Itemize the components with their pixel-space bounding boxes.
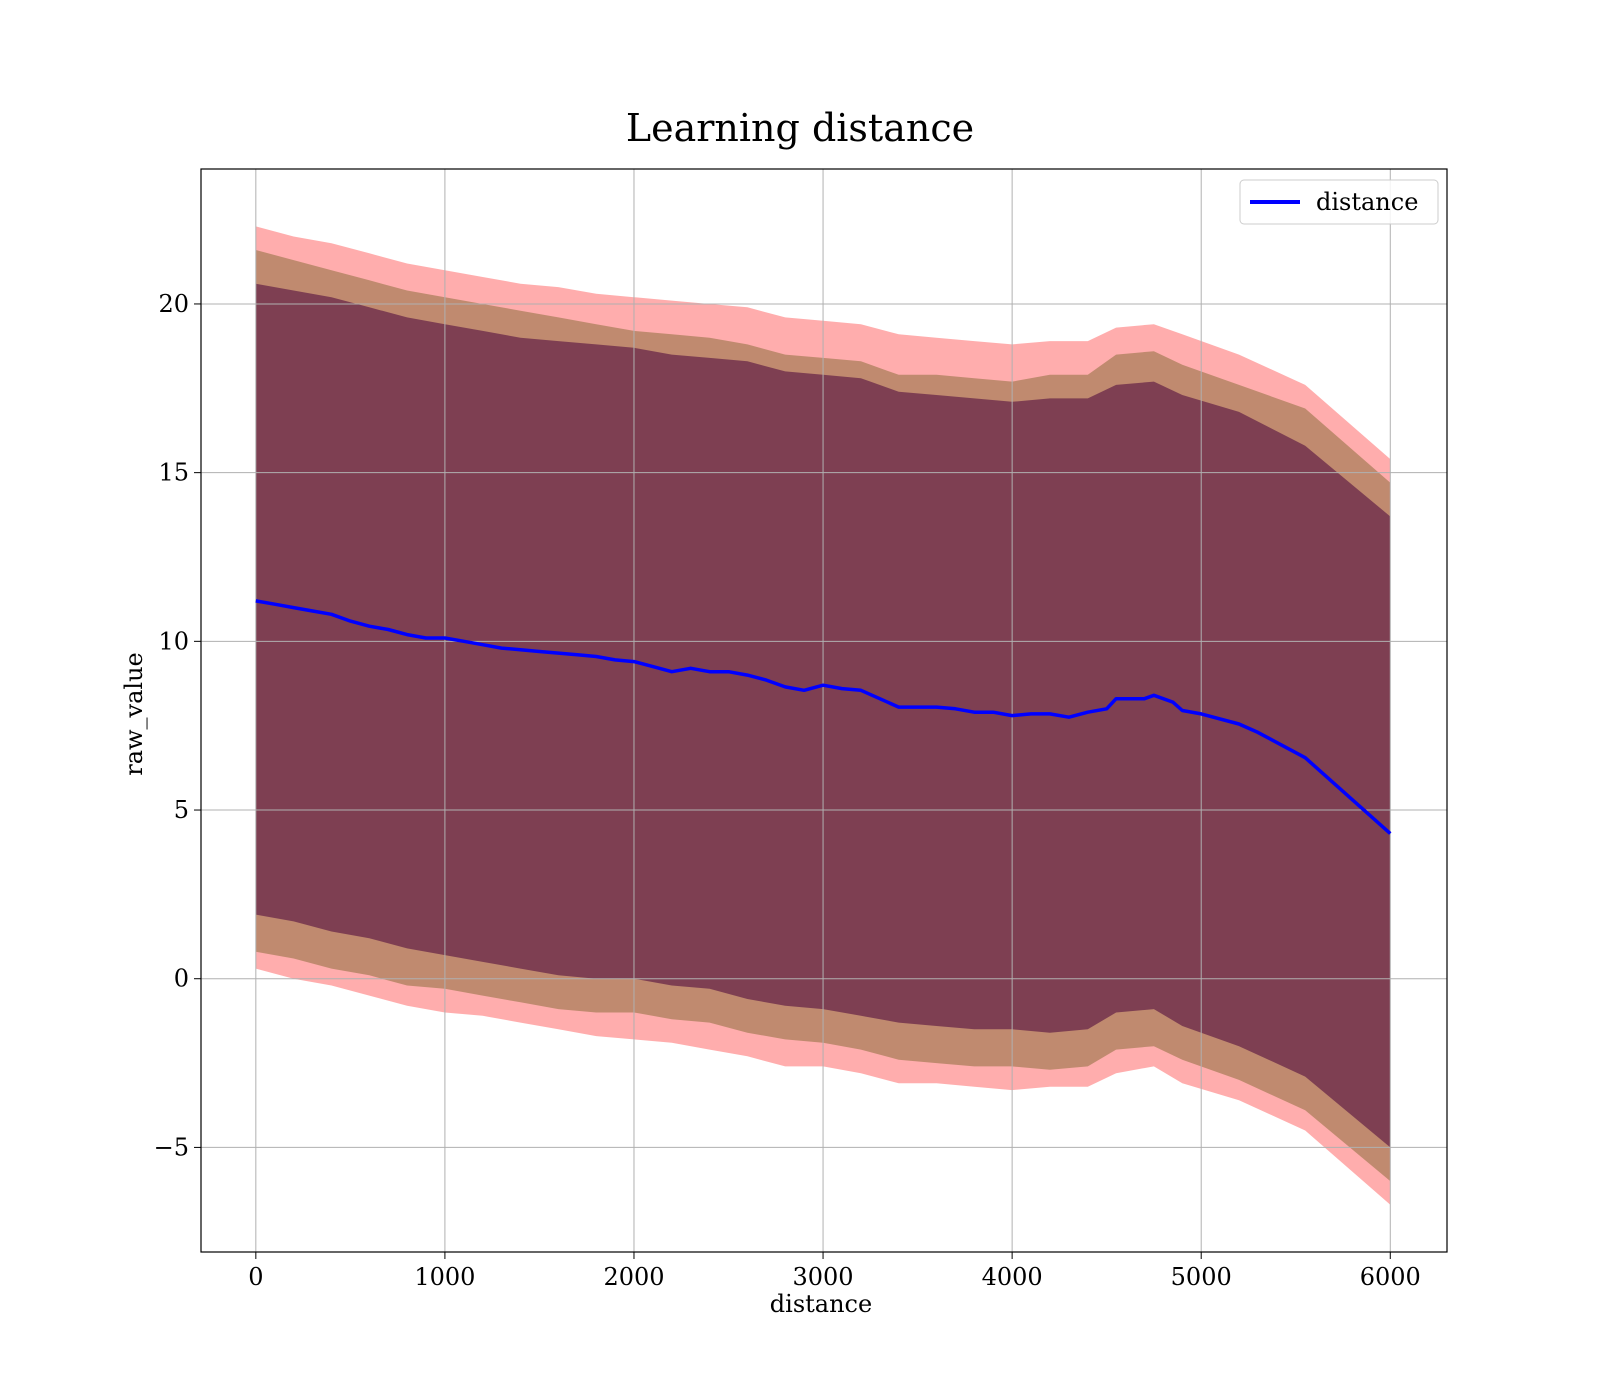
x-tick-label: 3000 [793, 1263, 854, 1291]
x-tick-label: 5000 [1171, 1263, 1232, 1291]
legend-box [1239, 179, 1439, 225]
grid [201, 169, 1447, 1252]
plot-area [200, 168, 1448, 1253]
legend: distance [1239, 179, 1439, 225]
series-line-distance [255, 599, 1392, 835]
series-lines [255, 599, 1392, 835]
x-tick-label: 6000 [1360, 1263, 1421, 1291]
chart-title: Learning distance [626, 106, 974, 150]
x-tick-label: 4000 [982, 1263, 1043, 1291]
y-tick-label: 5 [174, 796, 189, 824]
y-tick-label: −5 [154, 1133, 189, 1161]
x-tick-label: 0 [248, 1263, 263, 1291]
x-axis: 0 1000 2000 3000 4000 5000 6000 [248, 1252, 1421, 1291]
confidence-bands [255, 226, 1391, 1205]
y-axis-label: raw_value [120, 652, 148, 776]
y-tick-label: 20 [158, 290, 189, 318]
y-tick-label: 0 [174, 965, 189, 993]
plot-frame [200, 168, 1448, 1253]
x-tick-label: 1000 [414, 1263, 475, 1291]
x-axis-label: distance [770, 1290, 872, 1318]
y-tick-label: 10 [158, 627, 189, 655]
x-tick-label: 2000 [603, 1263, 664, 1291]
legend-label-distance: distance [1316, 188, 1418, 216]
y-axis: −5 0 5 10 15 20 [154, 290, 201, 1161]
y-tick-label: 15 [158, 459, 189, 487]
